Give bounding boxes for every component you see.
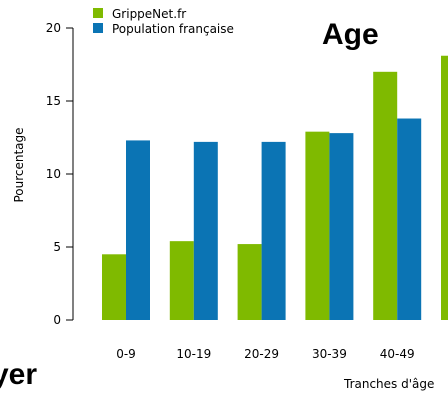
y-axis-title: Pourcentage: [12, 127, 26, 202]
x-tick-label: 40-49: [380, 347, 415, 361]
x-tick-label: 30-39: [312, 347, 347, 361]
y-tick-label: 10: [46, 167, 61, 181]
x-tick-label: 20-29: [244, 347, 279, 361]
bars-layer: [102, 55, 448, 321]
x-axis-title: Tranches d'âge: [343, 377, 434, 391]
legend-label: GrippeNet.fr: [112, 7, 186, 21]
y-axis: 0 5 10 15 20: [46, 21, 74, 327]
x-tick-label: 0-9: [116, 347, 136, 361]
bar-grippenet-20-29: [237, 244, 262, 320]
cropped-fragment-text: yer: [0, 358, 37, 391]
y-tick-label: 20: [46, 21, 61, 35]
bar-population-20-29: [261, 141, 286, 320]
y-tick-label: 0: [53, 313, 61, 327]
bar-grippenet-0-9: [102, 254, 126, 320]
y-tick-label: 5: [53, 240, 61, 254]
bar-population-30-39: [329, 133, 354, 320]
chart-title: Age: [322, 18, 379, 51]
legend-label: Population française: [112, 22, 234, 36]
bar-grippenet-5: [441, 55, 448, 321]
bar-population-40-49: [397, 118, 422, 321]
bar-grippenet-40-49: [373, 71, 398, 320]
bar-population-0-9: [126, 140, 150, 320]
bar-grippenet-10-19: [169, 241, 194, 320]
legend-swatch: [93, 23, 103, 33]
legend-swatch: [93, 8, 103, 18]
bar-grippenet-30-39: [305, 131, 330, 320]
x-tick-label: 10-19: [176, 347, 211, 361]
y-tick-label: 15: [46, 94, 61, 108]
bar-population-10-19: [193, 141, 218, 320]
